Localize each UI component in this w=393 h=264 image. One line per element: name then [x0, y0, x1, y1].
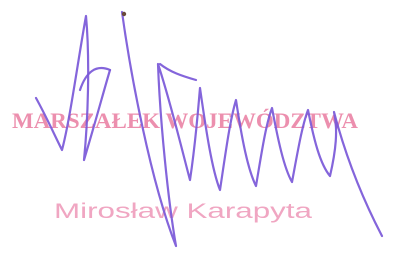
stamp-name: Mirosław Karapyta [54, 200, 312, 223]
stamp-title: MARSZAŁEK WOJEWÓDZTWA [12, 108, 358, 133]
signature-stamp: MARSZAŁEK WOJEWÓDZTWA Mirosław Karapyta [0, 0, 393, 264]
ink-dot [122, 12, 126, 16]
